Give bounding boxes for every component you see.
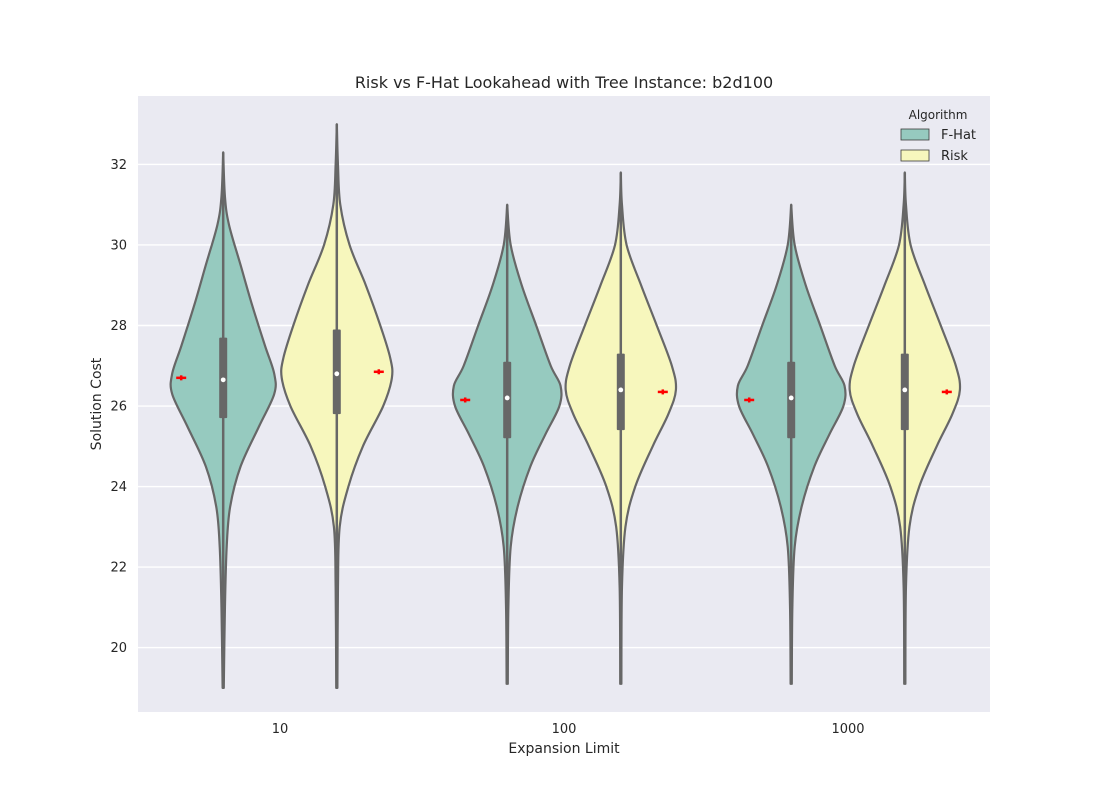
legend-swatch-risk [900,149,930,162]
violin-f-hat-100 [451,203,563,685]
violin-median-point [618,387,624,393]
violin-median-point [902,387,908,393]
legend-label-risk: Risk [941,149,968,164]
x-tick-label: 100 [552,722,577,737]
violin-risk-100 [564,171,678,685]
violin-median-point [504,395,510,401]
violin-median-point [334,371,340,377]
y-tick-label: 24 [110,480,127,495]
y-tick-label: 22 [110,561,127,576]
gridlines [138,163,990,649]
violin-risk-10 [280,123,394,689]
x-tick-label: 10 [272,722,289,737]
y-tick-label: 26 [110,400,127,415]
legend: Algorithm F-Hat Risk [900,108,976,164]
plot-area-background [138,96,990,712]
violin-median-point [220,377,226,383]
x-tick-labels: 10 100 1000 [272,722,865,737]
violin-risk-1000 [848,171,962,685]
y-tick-label: 28 [110,319,127,334]
legend-label-fhat: F-Hat [941,128,976,143]
y-tick-label: 20 [110,641,127,656]
legend-swatch-fhat [900,128,930,141]
legend-title: Algorithm [909,108,968,122]
violins [169,123,962,689]
violin-median-point [788,395,794,401]
y-axis-label: Solution Cost [89,357,105,450]
x-axis-label: Expansion Limit [508,741,620,757]
y-tick-label: 32 [110,158,127,173]
y-tick-label: 30 [110,238,127,253]
chart-title: Risk vs F-Hat Lookahead with Tree Instan… [355,73,773,92]
y-tick-labels: 20 22 24 26 28 30 32 [110,158,127,656]
x-tick-label: 1000 [831,722,864,737]
violin-f-hat-10 [169,151,277,689]
violin-f-hat-1000 [735,203,847,685]
